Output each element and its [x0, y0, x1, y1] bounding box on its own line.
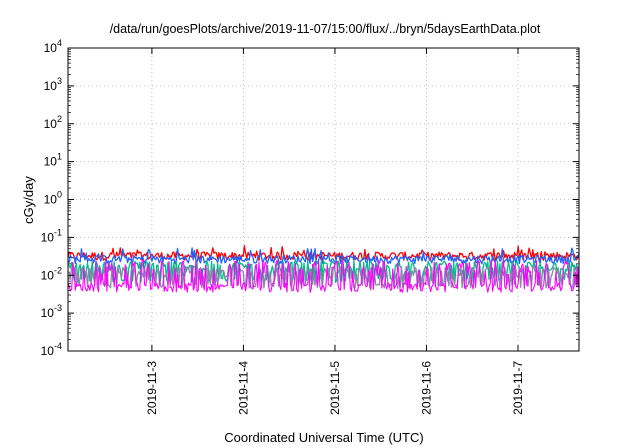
x-axis-label: Coordinated Universal Time (UTC)	[224, 430, 423, 445]
series-group	[67, 245, 580, 294]
y-tick-label: 10-3	[41, 303, 62, 320]
series-line	[67, 247, 580, 265]
y-tick-label: 104	[44, 38, 62, 55]
y-tick-label: 101	[44, 152, 62, 169]
chart-title: /data/run/goesPlots/archive/2019-11-07/1…	[110, 22, 541, 36]
x-tick-label: 2019-11-4	[236, 361, 250, 415]
y-tick-label: 103	[44, 76, 62, 93]
x-tick-label: 2019-11-3	[145, 361, 159, 415]
y-tick-label: 10-2	[41, 265, 62, 282]
y-tick-label: 10-4	[41, 341, 62, 358]
x-tick-label: 2019-11-6	[419, 361, 433, 415]
y-axis: 10-4 10-3 10-2 10-1 100 101 102 103 104	[41, 38, 579, 358]
y-tick-label: 100	[44, 190, 62, 207]
y-tick-label: 102	[44, 114, 62, 131]
y-tick-label: 10-1	[41, 227, 62, 244]
x-axis: 2019-11-3 2019-11-4 2019-11-5 2019-11-6 2019…	[145, 48, 525, 415]
y-axis-label: cGy/day	[21, 176, 36, 224]
series-line	[67, 259, 580, 294]
x-tick-label: 2019-11-5	[328, 361, 342, 415]
x-tick-label: 2019-11-7	[511, 361, 525, 415]
grid	[68, 48, 579, 351]
